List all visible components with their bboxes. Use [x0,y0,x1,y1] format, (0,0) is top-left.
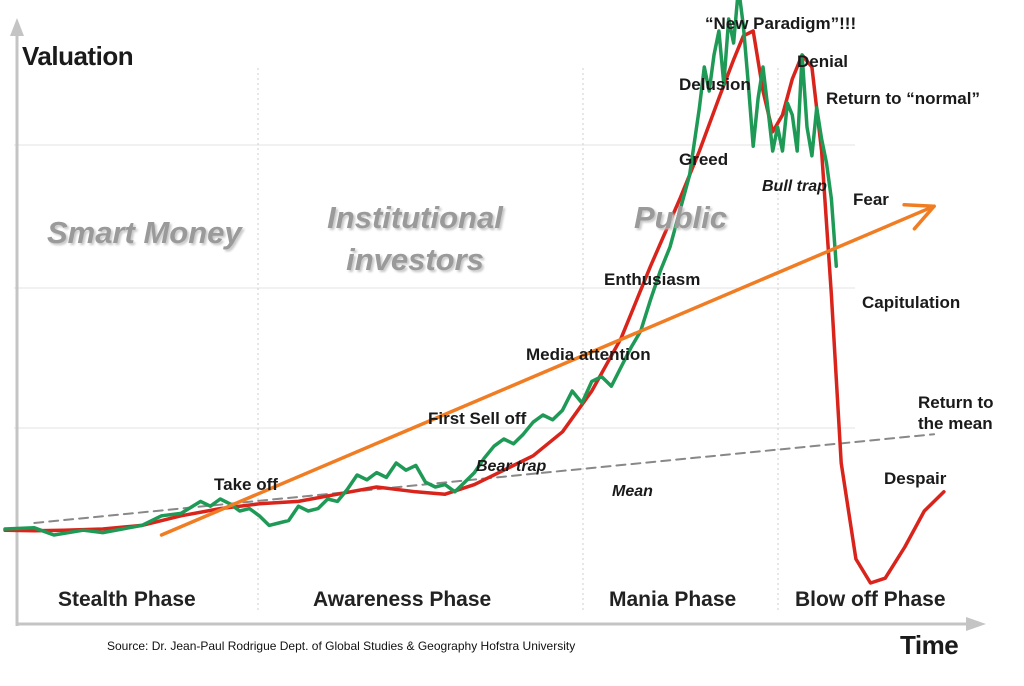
stage-media-attention: Media attention [526,345,651,364]
stage-greed: Greed [679,150,729,169]
phase-mania: Mania Phase [609,588,737,611]
stage-despair: Despair [884,469,947,488]
source-note: Source: Dr. Jean-Paul Rodrigue Dept. of … [107,639,576,653]
mean-label: Mean [612,483,653,500]
trend-arrowhead [902,203,936,231]
series-lines [3,0,946,585]
phase-blow-off: Blow off Phase [795,588,946,611]
phase-stealth: Stealth Phase [58,588,196,611]
group-institutional-investors: Institutional investors [327,200,503,277]
stage-denial: Denial [797,52,849,71]
x-axis-arrowhead [966,617,986,631]
stage-bull-trap: Bull trap [762,178,827,195]
x-axis-label: Time [900,630,959,660]
stage-enthusiasm: Enthusiasm [604,270,701,289]
price-line [3,0,839,537]
stage-new-paradigm: “New Paradigm”!!! [705,14,857,33]
trend-arrow [159,204,936,537]
stage-capitulation: Capitulation [862,293,961,312]
grid [14,68,855,612]
stage-take-off: Take off [214,475,278,494]
stage-return-to-normal: Return to “normal” [826,89,980,108]
stage-bear-trap: Bear trap [476,458,547,475]
group-public: Public [634,200,728,235]
stage-fear: Fear [853,190,889,209]
y-axis-arrowhead [10,18,24,36]
phase-awareness: Awareness Phase [313,588,492,611]
hype-cycle-curve [3,29,946,585]
stage-return-to-mean: Return to the mean [918,393,994,433]
stage-first-sell-off: First Sell off [428,409,527,428]
stage-delusion: Delusion [679,75,751,94]
y-axis-label: Valuation [22,41,134,71]
axes [10,18,986,631]
group-smart-money: Smart Money [47,215,242,250]
